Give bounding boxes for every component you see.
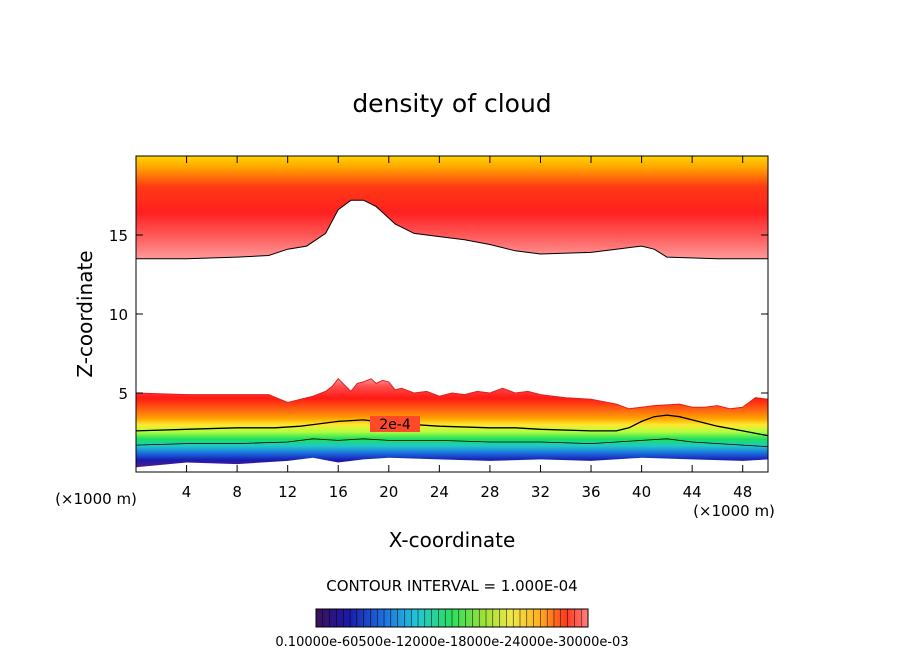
lower-cloud-top-contour xyxy=(136,378,768,410)
chart-title: density of cloud xyxy=(352,89,551,118)
upper-cloud-boundary xyxy=(136,199,768,260)
x-tick-label: 12 xyxy=(278,483,297,501)
lower-cloud-layer xyxy=(136,378,768,468)
x-axis-label: X-coordinate xyxy=(389,528,516,552)
upper-cloud-layer xyxy=(136,156,768,259)
colorbar-ticks xyxy=(315,609,589,627)
y-axis-label: Z-coordinate xyxy=(73,250,97,377)
x-tick-label: 36 xyxy=(581,483,600,501)
x-tick-label: 28 xyxy=(480,483,499,501)
y-tick-label: 5 xyxy=(118,385,128,403)
colorbar-labels: 0.10000e-60500e-12000e-18000e-24000e-300… xyxy=(275,635,628,650)
y-tick-label: 15 xyxy=(109,227,128,245)
x-tick-label: 4 xyxy=(182,483,192,501)
contour-interval-label: CONTOUR INTERVAL = 1.000E-04 xyxy=(326,577,577,595)
y-tick-label: 10 xyxy=(109,306,128,324)
contour-label-background xyxy=(370,416,420,432)
x-tick-label: 44 xyxy=(683,483,702,501)
y-axis-ticks: 5 10 15 xyxy=(109,227,768,403)
contour-line-low xyxy=(136,438,768,448)
contour-line-2e-4 xyxy=(136,414,768,437)
contour-label: 2e-4 xyxy=(379,417,411,433)
x-unit-label: (×1000 m) xyxy=(693,502,775,520)
x-tick-label: 16 xyxy=(329,483,348,501)
x-tick-label: 32 xyxy=(531,483,550,501)
x-tick-label: 24 xyxy=(430,483,449,501)
x-tick-label: 40 xyxy=(632,483,651,501)
x-tick-label: 20 xyxy=(379,483,398,501)
x-tick-label: 48 xyxy=(733,483,752,501)
x-tick-label: 8 xyxy=(232,483,242,501)
x-axis-ticks: 4 8 12 16 20 24 28 32 36 40 44 48 xyxy=(182,156,752,501)
y-unit-label: (×1000 m) xyxy=(55,490,137,508)
